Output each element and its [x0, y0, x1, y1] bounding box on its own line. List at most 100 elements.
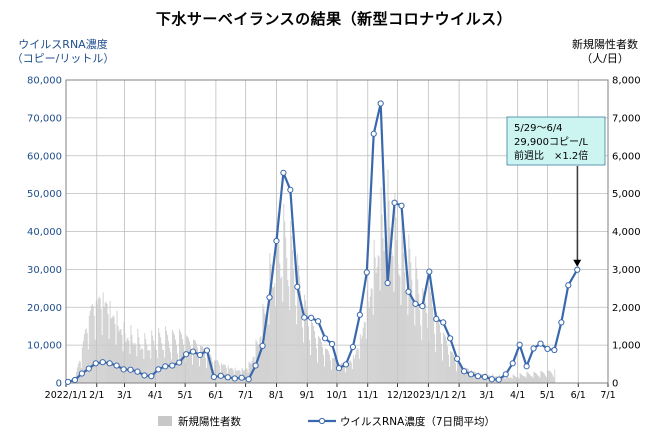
tick-label-x: 10/1	[326, 390, 347, 401]
bar-daily-positives	[294, 288, 296, 383]
bar-daily-positives	[416, 268, 418, 383]
bar-daily-positives	[322, 347, 323, 383]
bar-daily-positives	[317, 362, 318, 383]
bar-daily-positives	[290, 221, 292, 383]
bar-daily-positives	[138, 337, 140, 383]
bar-daily-positives	[123, 322, 125, 383]
bar-daily-positives	[355, 350, 357, 383]
tick-label-right: 3,000	[612, 265, 641, 276]
bar-daily-positives	[434, 333, 436, 383]
bar-daily-positives	[506, 376, 508, 383]
bar-daily-positives	[117, 325, 119, 383]
bar-daily-positives	[518, 378, 520, 383]
right-axis-title: 新規陽性者数 （人/日）	[550, 38, 660, 66]
bar-daily-positives	[82, 340, 84, 383]
bar-daily-positives	[545, 376, 547, 383]
bar-daily-positives	[98, 296, 100, 383]
bar-daily-positives	[139, 344, 141, 383]
rna-point	[203, 347, 211, 354]
bar-daily-positives	[303, 342, 305, 383]
rna-point	[398, 202, 405, 209]
bar-daily-positives	[287, 279, 289, 383]
bar-daily-positives	[442, 360, 444, 383]
bar-daily-positives	[259, 337, 261, 383]
bar-daily-positives	[541, 371, 543, 383]
bar-daily-positives	[120, 329, 122, 383]
rna-point	[419, 303, 426, 310]
bar-daily-positives	[191, 353, 192, 383]
callout-box	[506, 116, 606, 166]
bar-daily-positives	[403, 252, 405, 383]
bar-daily-positives	[327, 349, 328, 383]
bar-daily-positives	[538, 376, 540, 383]
bar-daily-positives	[449, 366, 450, 383]
bar-daily-positives	[277, 228, 279, 383]
bar-daily-positives	[507, 377, 509, 383]
bar-daily-positives	[126, 339, 128, 383]
bar-daily-positives	[329, 354, 330, 383]
rna-point	[169, 362, 176, 369]
bar-daily-positives	[150, 358, 152, 383]
chart-title: 下水サーベイランスの結果（新型コロナウイルス）	[155, 10, 513, 28]
rna-point	[433, 315, 440, 323]
tick-label-x: 2022/1/1	[45, 390, 88, 401]
rna-point	[71, 376, 79, 384]
bar-daily-positives	[362, 327, 364, 383]
bar-daily-positives	[425, 302, 427, 383]
bar-daily-positives	[234, 367, 236, 383]
bar-daily-positives	[151, 330, 153, 383]
bar-daily-positives	[146, 344, 148, 383]
bar-daily-positives	[273, 286, 275, 383]
bar-daily-positives	[154, 346, 156, 383]
legend: 新規陽性者数 ウイルスRNA濃度（7日間平均）	[158, 415, 495, 428]
bar-daily-positives	[540, 370, 542, 383]
bar-daily-positives	[245, 368, 247, 383]
bar-daily-positives	[417, 279, 419, 383]
bar-daily-positives	[86, 333, 88, 383]
bar-daily-positives	[384, 239, 386, 383]
bar-daily-positives	[142, 349, 144, 383]
rna-point	[405, 288, 412, 295]
bar-daily-positives	[368, 307, 370, 383]
bar-daily-positives	[152, 335, 154, 383]
bar-daily-positives	[291, 236, 293, 383]
bar-daily-positives	[147, 350, 149, 383]
bar-daily-positives	[451, 351, 452, 383]
bar-daily-positives	[302, 327, 304, 383]
bar-daily-positives	[455, 362, 456, 383]
bar-daily-positives	[206, 353, 208, 383]
bar-daily-positives	[85, 328, 87, 383]
bar-daily-positives	[107, 314, 109, 383]
tick-label-x: 7/1	[600, 390, 615, 401]
bar-daily-positives	[543, 373, 545, 383]
bar-daily-positives	[369, 296, 371, 383]
rna-point	[259, 342, 266, 349]
rna-point	[162, 363, 169, 370]
bar-daily-positives	[288, 286, 290, 383]
bar-daily-positives	[446, 340, 447, 383]
legend-label-positives: 新規陽性者数	[178, 415, 241, 428]
bar-daily-positives	[516, 376, 518, 383]
bar-daily-positives	[392, 255, 394, 383]
bar-daily-positives	[213, 360, 215, 383]
bar-daily-positives	[469, 371, 470, 383]
rna-point	[155, 366, 162, 373]
bar-daily-positives	[280, 278, 282, 383]
bar-daily-positives	[130, 325, 132, 383]
rna-point	[523, 363, 530, 370]
bar-daily-positives	[395, 217, 397, 383]
bar-daily-positives	[284, 221, 286, 383]
bar-daily-positives	[296, 324, 298, 383]
bar-daily-positives	[205, 368, 207, 383]
rna-point	[551, 346, 558, 354]
bar-daily-positives	[528, 373, 530, 383]
rna-point	[488, 376, 495, 383]
bar-daily-positives	[465, 368, 466, 383]
rna-point	[370, 130, 377, 137]
rna-point	[287, 186, 294, 193]
plot-frame	[65, 79, 609, 384]
bar-daily-positives	[131, 334, 133, 383]
bar-daily-positives	[300, 291, 302, 383]
rna-point	[64, 378, 72, 385]
bar-daily-positives	[292, 250, 294, 383]
